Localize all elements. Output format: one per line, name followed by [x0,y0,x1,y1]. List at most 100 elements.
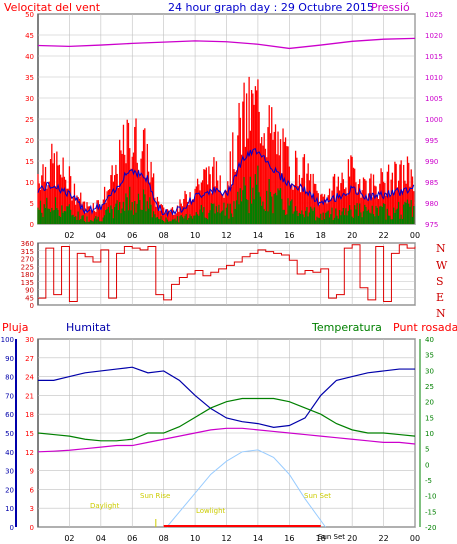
data-series [37,37,416,527]
wind-speed-title: Velocitat del vent [4,1,101,14]
humidity-y-tick-label: 100 [1,336,14,344]
wind-y-tick-label: 0 [30,221,34,229]
pressure-y-tick-label: 1015 [425,53,443,61]
pressure-y-tick-label: 1025 [425,11,443,19]
x-tick-label: 10 [190,231,200,240]
temperature-y-tick-label: 15 [425,414,434,422]
temperature-y-tick-label: -20 [425,524,436,532]
x-tick-label: 04 [96,534,106,543]
direction-y-tick-label: 180 [21,271,34,279]
dew-point-line [37,427,416,453]
rain-y-tick-label: 15 [25,430,34,438]
x-tick-label: 16 [284,534,294,543]
x-tick-label: 08 [159,534,169,543]
dew-point-label: Punt rosada [393,321,457,334]
x-tick-label: 18 [316,231,326,240]
temperature-y-tick-label: -10 [425,493,436,501]
x-tick-label: 02 [64,534,74,543]
rain-y-tick-label: 18 [25,411,34,419]
wind-speed-bars [37,76,415,224]
x-tick-label: 20 [347,231,357,240]
humidity-y-tick-label: 70 [5,392,14,400]
rain-y-tick-label: 30 [25,336,34,344]
axis-labels: 0202040406060808101012121414161618182020… [1,11,443,543]
x-tick-label: 14 [253,231,263,240]
temperature-line [37,397,416,442]
compass-west: W [436,259,448,272]
x-tick-label: 22 [378,231,388,240]
pressure-y-tick-label: 995 [425,137,438,145]
pressure-y-tick-label: 1010 [425,74,443,82]
pressure-title: Pressió [371,1,410,14]
wind-y-tick-label: 50 [25,11,34,19]
rain-y-tick-label: 9 [30,468,34,476]
wind-y-tick-label: 35 [25,74,34,82]
x-tick-label: 02 [64,231,74,240]
x-tick-label: 22 [378,534,388,543]
temperature-y-tick-label: 20 [425,399,434,407]
direction-y-tick-label: 360 [21,240,34,248]
direction-y-tick-label: 0 [30,302,34,310]
temperature-y-tick-label: -5 [425,477,432,485]
wind-y-tick-label: 20 [25,137,34,145]
humidity-y-tick-label: 30 [5,468,14,476]
rain-y-tick-label: 12 [25,449,34,457]
compass-south: S [436,275,444,288]
solar-radiation-area [166,449,326,528]
x-tick-label: 12 [221,231,231,240]
daylight-label: Daylight [90,502,120,510]
humidity-label: Humitat [66,321,111,334]
x-tick-label: 18 [316,534,326,543]
temperature-label: Temperatura [311,321,382,334]
direction-y-tick-label: 225 [21,263,34,271]
x-tick-label: 00 [410,534,420,543]
pressure-y-tick-label: 1000 [425,116,443,124]
grid-lines [38,13,416,528]
wind-y-tick-label: 10 [25,179,34,187]
rain-y-tick-label: 27 [25,355,34,363]
temperature-y-tick-label: 0 [425,461,429,469]
temperature-y-tick-label: 40 [425,336,434,344]
graph-title: 24 hour graph day : 29 Octubre 2015 [168,1,374,14]
sunset-marker-label: Sun Set [318,533,345,541]
rain-y-tick-label: 3 [30,505,34,513]
x-tick-label: 12 [221,534,231,543]
x-tick-label: 00 [410,231,420,240]
solar-radiation-curve [166,449,326,528]
temperature-y-tick-label: 35 [425,352,434,360]
rain-y-tick-label: 24 [25,374,34,382]
direction-y-tick-label: 45 [25,294,34,302]
wind-y-tick-label: 15 [25,158,34,166]
temperature-y-tick-label: -15 [425,508,436,516]
x-tick-label: 06 [127,231,137,240]
pressure-y-tick-label: 990 [425,158,438,166]
direction-y-tick-label: 270 [21,256,34,264]
compass-north-bottom: N [436,307,446,320]
x-tick-label: 20 [347,534,357,543]
compass-labels: N W S E N [436,242,448,320]
sunset-label: Sun Set [304,492,331,500]
rain-y-tick-label: 21 [25,392,34,400]
temperature-y-tick-label: 25 [425,383,434,391]
wind-y-tick-label: 5 [30,200,34,208]
compass-north-top: N [436,242,446,255]
x-tick-label: 06 [127,534,137,543]
wind-y-tick-label: 30 [25,95,34,103]
pressure-line [37,37,416,50]
x-tick-label: 08 [159,231,169,240]
compass-east: E [436,291,444,304]
humidity-y-tick-label: 80 [5,374,14,382]
wind-y-tick-label: 25 [25,116,34,124]
temperature-y-tick-label: 10 [425,430,434,438]
temperature-y-tick-label: 30 [425,367,434,375]
humidity-line [38,366,415,428]
x-tick-label: 04 [96,231,106,240]
wind-direction-line [38,244,416,303]
humidity-y-tick-label: 10 [5,505,14,513]
pressure-y-tick-label: 1020 [425,32,443,40]
x-tick-label: 10 [190,534,200,543]
x-tick-label: 14 [253,534,263,543]
direction-y-tick-label: 315 [21,248,34,256]
